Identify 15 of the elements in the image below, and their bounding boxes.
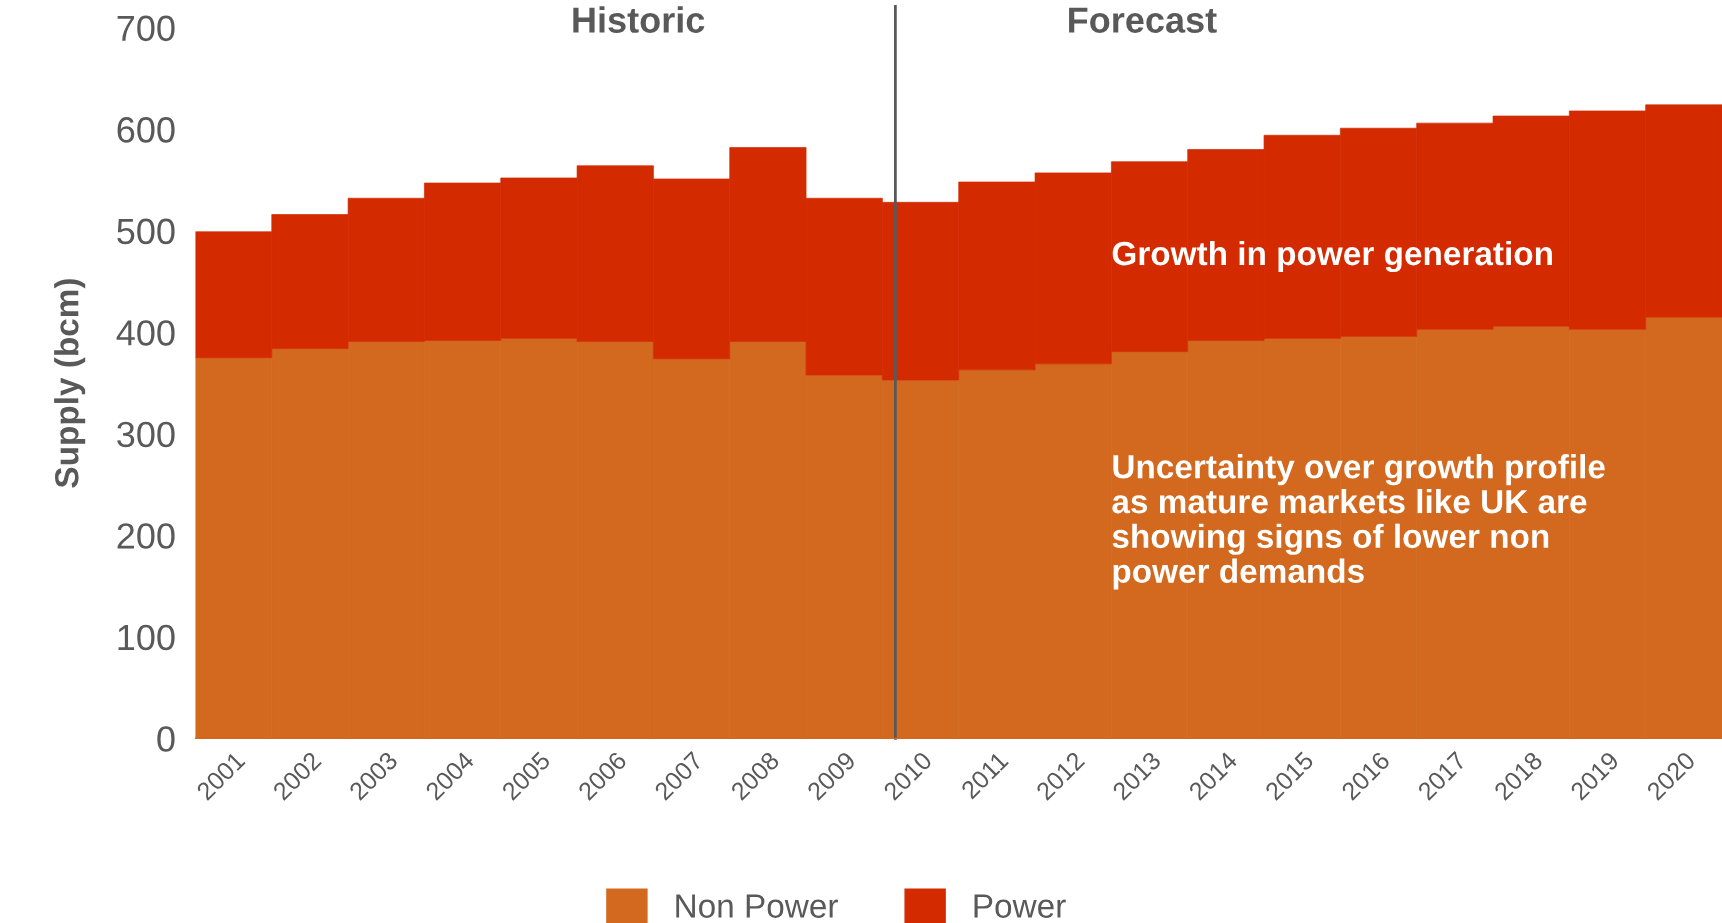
- annotation: Forecast: [1069, 7, 1217, 33]
- y-tick-label: 0: [157, 726, 175, 752]
- annotation: Uncertainty over growth profile as mature markets like UK are showing signs of lower non power demands: [1112, 454, 1605, 590]
- annotation: Historic: [573, 6, 705, 33]
- y-tick-label: 700: [117, 15, 175, 42]
- y-tick-label: 100: [118, 624, 175, 651]
- y-tick-label: 500: [117, 218, 175, 245]
- legend-label: Non Power: [676, 894, 838, 918]
- y-axis-title: Supply (bcm): [54, 279, 86, 488]
- y-tick-label: 400: [116, 320, 175, 346]
- annotation: Growth in power generation: [1112, 240, 1552, 273]
- y-tick-label: 200: [117, 523, 175, 549]
- y-tick-label: 600: [117, 117, 175, 143]
- legend-label: Power: [974, 894, 1066, 918]
- y-tick-label: 300: [117, 421, 175, 448]
